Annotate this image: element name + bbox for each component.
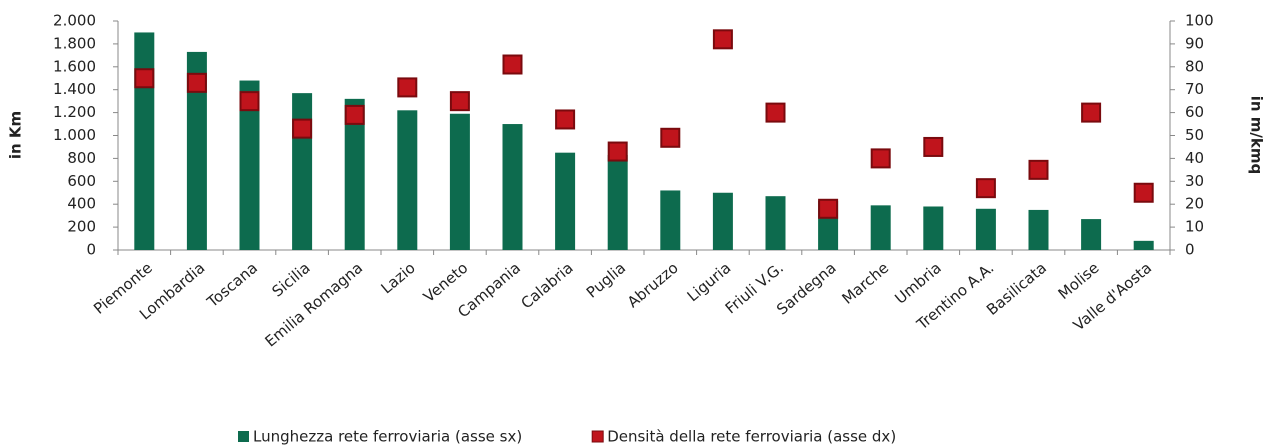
x-tick-label: Puglia bbox=[583, 259, 629, 302]
marker bbox=[292, 118, 313, 139]
bar bbox=[660, 190, 681, 250]
bar bbox=[1133, 240, 1154, 250]
legend-label: Densità della rete ferroviaria (asse dx) bbox=[607, 428, 896, 446]
bar bbox=[870, 205, 891, 250]
x-tick-label: Sardegna bbox=[773, 259, 839, 319]
marker bbox=[660, 127, 681, 148]
marker bbox=[870, 148, 891, 169]
y-tick-label: 200 bbox=[67, 218, 96, 236]
y-tick-label: 600 bbox=[67, 172, 96, 190]
marker bbox=[1081, 102, 1102, 123]
y-tick-label: 2.000 bbox=[53, 12, 96, 30]
bar bbox=[292, 93, 313, 250]
y2-axis-title: in m/kmq bbox=[1248, 96, 1266, 175]
bar bbox=[1081, 219, 1102, 250]
marker bbox=[975, 178, 996, 199]
y2-tick-label: 10 bbox=[1185, 218, 1204, 236]
marker bbox=[449, 91, 470, 112]
marker bbox=[1133, 182, 1154, 203]
y2-tick-label: 0 bbox=[1185, 241, 1195, 259]
bar bbox=[449, 113, 470, 251]
marker bbox=[344, 104, 365, 125]
marker bbox=[502, 54, 523, 75]
bar bbox=[555, 152, 576, 250]
bar bbox=[134, 32, 155, 251]
y2-tick-label: 60 bbox=[1185, 103, 1204, 121]
y2-tick-label: 50 bbox=[1185, 126, 1204, 144]
y2-tick-label: 30 bbox=[1185, 172, 1204, 190]
x-tick-label: Abruzzo bbox=[624, 259, 682, 312]
marker bbox=[186, 72, 207, 93]
y-tick-label: 400 bbox=[67, 195, 96, 213]
marker bbox=[818, 198, 839, 219]
y2-tick-label: 80 bbox=[1185, 57, 1204, 75]
y-axis-title: in Km bbox=[7, 111, 25, 159]
bar bbox=[765, 196, 786, 250]
x-tick-label: Toscana bbox=[203, 259, 261, 312]
x-tick-label: Sicilia bbox=[269, 259, 314, 301]
marker bbox=[712, 29, 733, 50]
bar bbox=[239, 80, 260, 250]
marker bbox=[923, 136, 944, 157]
marker bbox=[765, 102, 786, 123]
y-tick-label: 1.600 bbox=[53, 57, 96, 75]
marker bbox=[555, 109, 576, 130]
legend-swatch bbox=[238, 431, 249, 442]
y-tick-label: 1.000 bbox=[53, 126, 96, 144]
bar bbox=[397, 110, 418, 250]
x-tick-label: Emilia Romagna bbox=[262, 259, 367, 351]
bar bbox=[923, 206, 944, 250]
y-tick-label: 0 bbox=[86, 241, 96, 259]
x-tick-label: Lazio bbox=[377, 259, 418, 298]
bar bbox=[344, 98, 365, 250]
bar bbox=[975, 208, 996, 250]
legend-swatch bbox=[591, 430, 604, 443]
y2-tick-label: 70 bbox=[1185, 80, 1204, 98]
marker bbox=[239, 91, 260, 112]
bar bbox=[186, 51, 207, 250]
bar bbox=[502, 124, 523, 250]
y2-tick-label: 90 bbox=[1185, 34, 1204, 52]
y2-tick-label: 20 bbox=[1185, 195, 1204, 213]
marker bbox=[1028, 159, 1049, 180]
y-tick-label: 1.400 bbox=[53, 80, 96, 98]
y-tick-label: 800 bbox=[67, 149, 96, 167]
bar bbox=[1028, 209, 1049, 250]
y-tick-label: 1.200 bbox=[53, 103, 96, 121]
legend-label: Lunghezza rete ferroviaria (asse sx) bbox=[253, 428, 522, 446]
y2-tick-label: 100 bbox=[1185, 12, 1214, 30]
x-tick-label: Calabria bbox=[517, 259, 576, 313]
y-tick-label: 1.800 bbox=[53, 34, 96, 52]
marker bbox=[134, 68, 155, 89]
bar bbox=[712, 192, 733, 250]
x-tick-label: Molise bbox=[1055, 259, 1103, 303]
marker bbox=[607, 141, 628, 162]
x-tick-label: Marche bbox=[838, 259, 892, 308]
marker bbox=[397, 77, 418, 98]
y2-tick-label: 40 bbox=[1185, 149, 1204, 167]
bar bbox=[607, 154, 628, 250]
